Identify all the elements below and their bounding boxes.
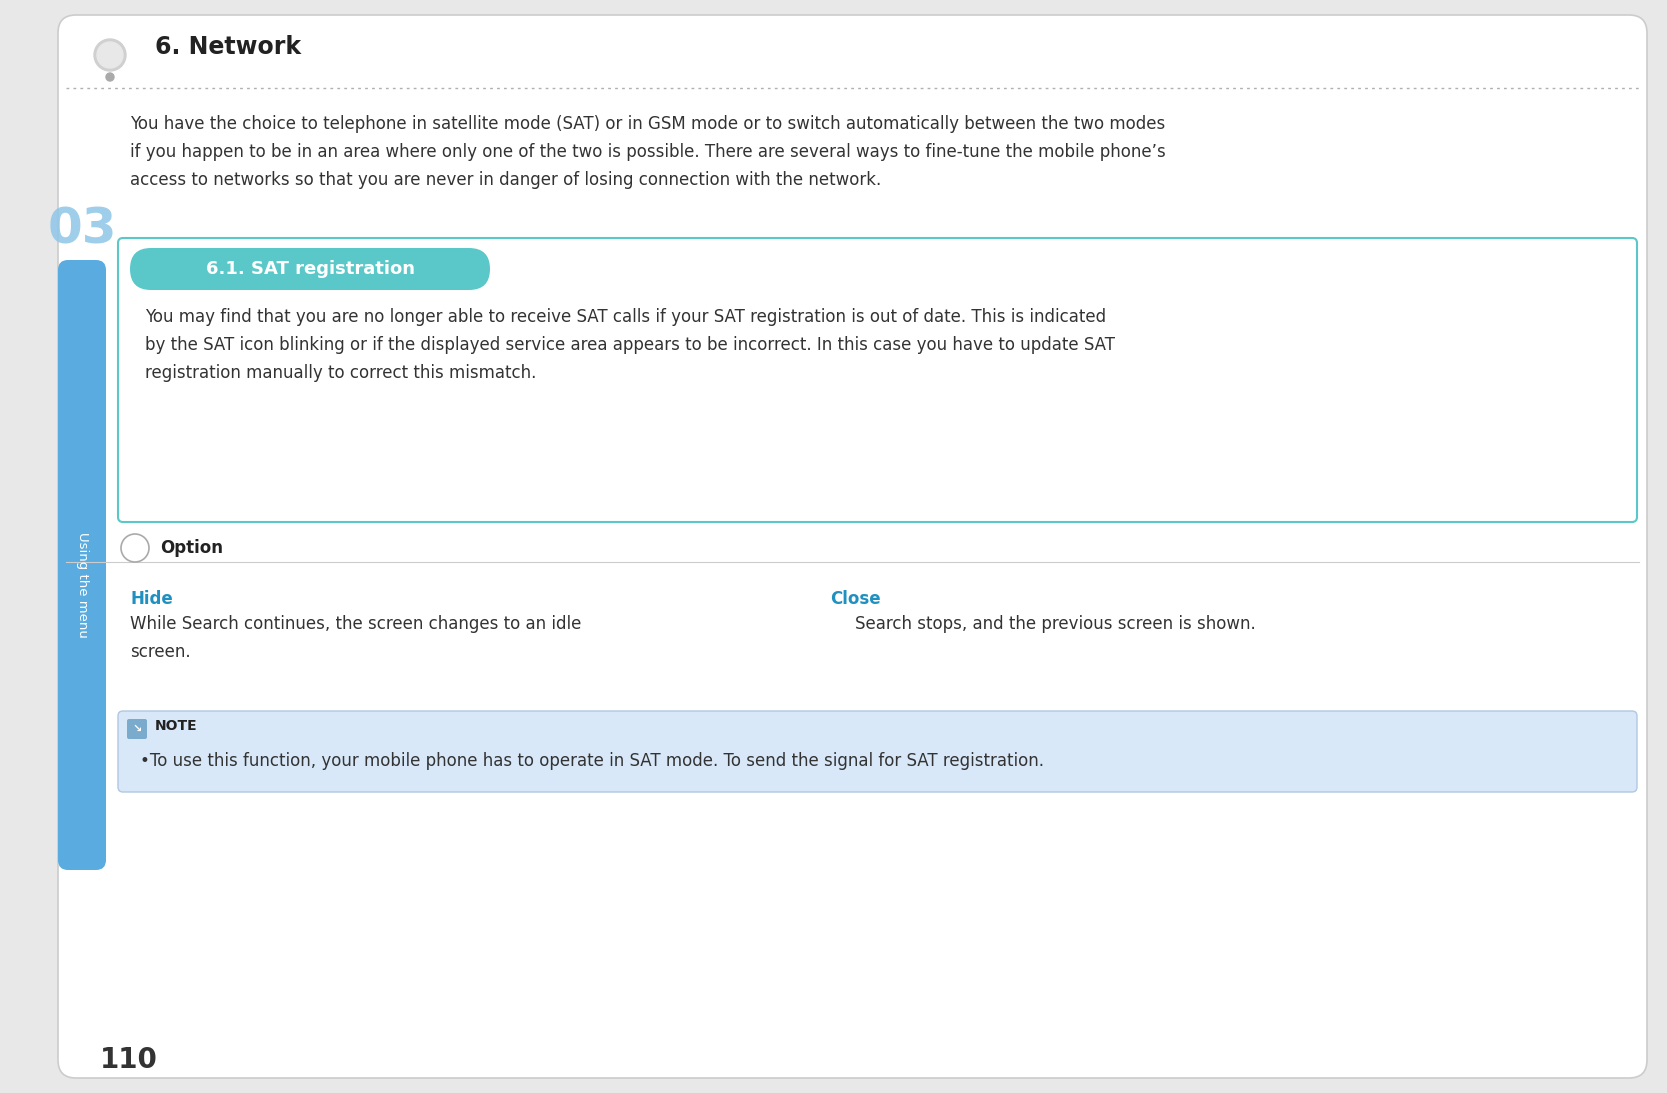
FancyBboxPatch shape: [58, 15, 1647, 1078]
Text: by the SAT icon blinking or if the displayed service area appears to be incorrec: by the SAT icon blinking or if the displ…: [145, 336, 1115, 354]
Text: ↘: ↘: [132, 724, 142, 734]
Text: 6. Network: 6. Network: [155, 35, 302, 59]
FancyBboxPatch shape: [118, 238, 1637, 522]
Text: screen.: screen.: [130, 643, 190, 661]
Circle shape: [122, 534, 148, 562]
Text: You have the choice to telephone in satellite mode (SAT) or in GSM mode or to sw: You have the choice to telephone in sate…: [130, 115, 1165, 133]
Text: access to networks so that you are never in danger of losing connection with the: access to networks so that you are never…: [130, 171, 882, 189]
Text: Using the menu: Using the menu: [75, 532, 88, 638]
Text: Close: Close: [830, 590, 880, 608]
Circle shape: [93, 39, 127, 71]
Text: You may find that you are no longer able to receive SAT calls if your SAT regist: You may find that you are no longer able…: [145, 308, 1107, 326]
Text: 03: 03: [47, 205, 117, 254]
Text: •To use this function, your mobile phone has to operate in SAT mode. To send the: •To use this function, your mobile phone…: [140, 752, 1044, 769]
Text: 110: 110: [100, 1046, 158, 1074]
Text: if you happen to be in an area where only one of the two is possible. There are : if you happen to be in an area where onl…: [130, 143, 1165, 161]
FancyBboxPatch shape: [58, 260, 107, 870]
Text: NOTE: NOTE: [155, 719, 198, 733]
Circle shape: [107, 73, 113, 81]
Circle shape: [97, 42, 123, 68]
Text: Hide: Hide: [130, 590, 173, 608]
Text: Search stops, and the previous screen is shown.: Search stops, and the previous screen is…: [855, 615, 1255, 633]
Text: registration manually to correct this mismatch.: registration manually to correct this mi…: [145, 364, 537, 381]
FancyBboxPatch shape: [127, 719, 147, 739]
Text: While Search continues, the screen changes to an idle: While Search continues, the screen chang…: [130, 615, 582, 633]
Text: Option: Option: [160, 539, 223, 557]
FancyBboxPatch shape: [130, 248, 490, 290]
FancyBboxPatch shape: [118, 712, 1637, 792]
Text: 6.1. SAT registration: 6.1. SAT registration: [205, 260, 415, 278]
